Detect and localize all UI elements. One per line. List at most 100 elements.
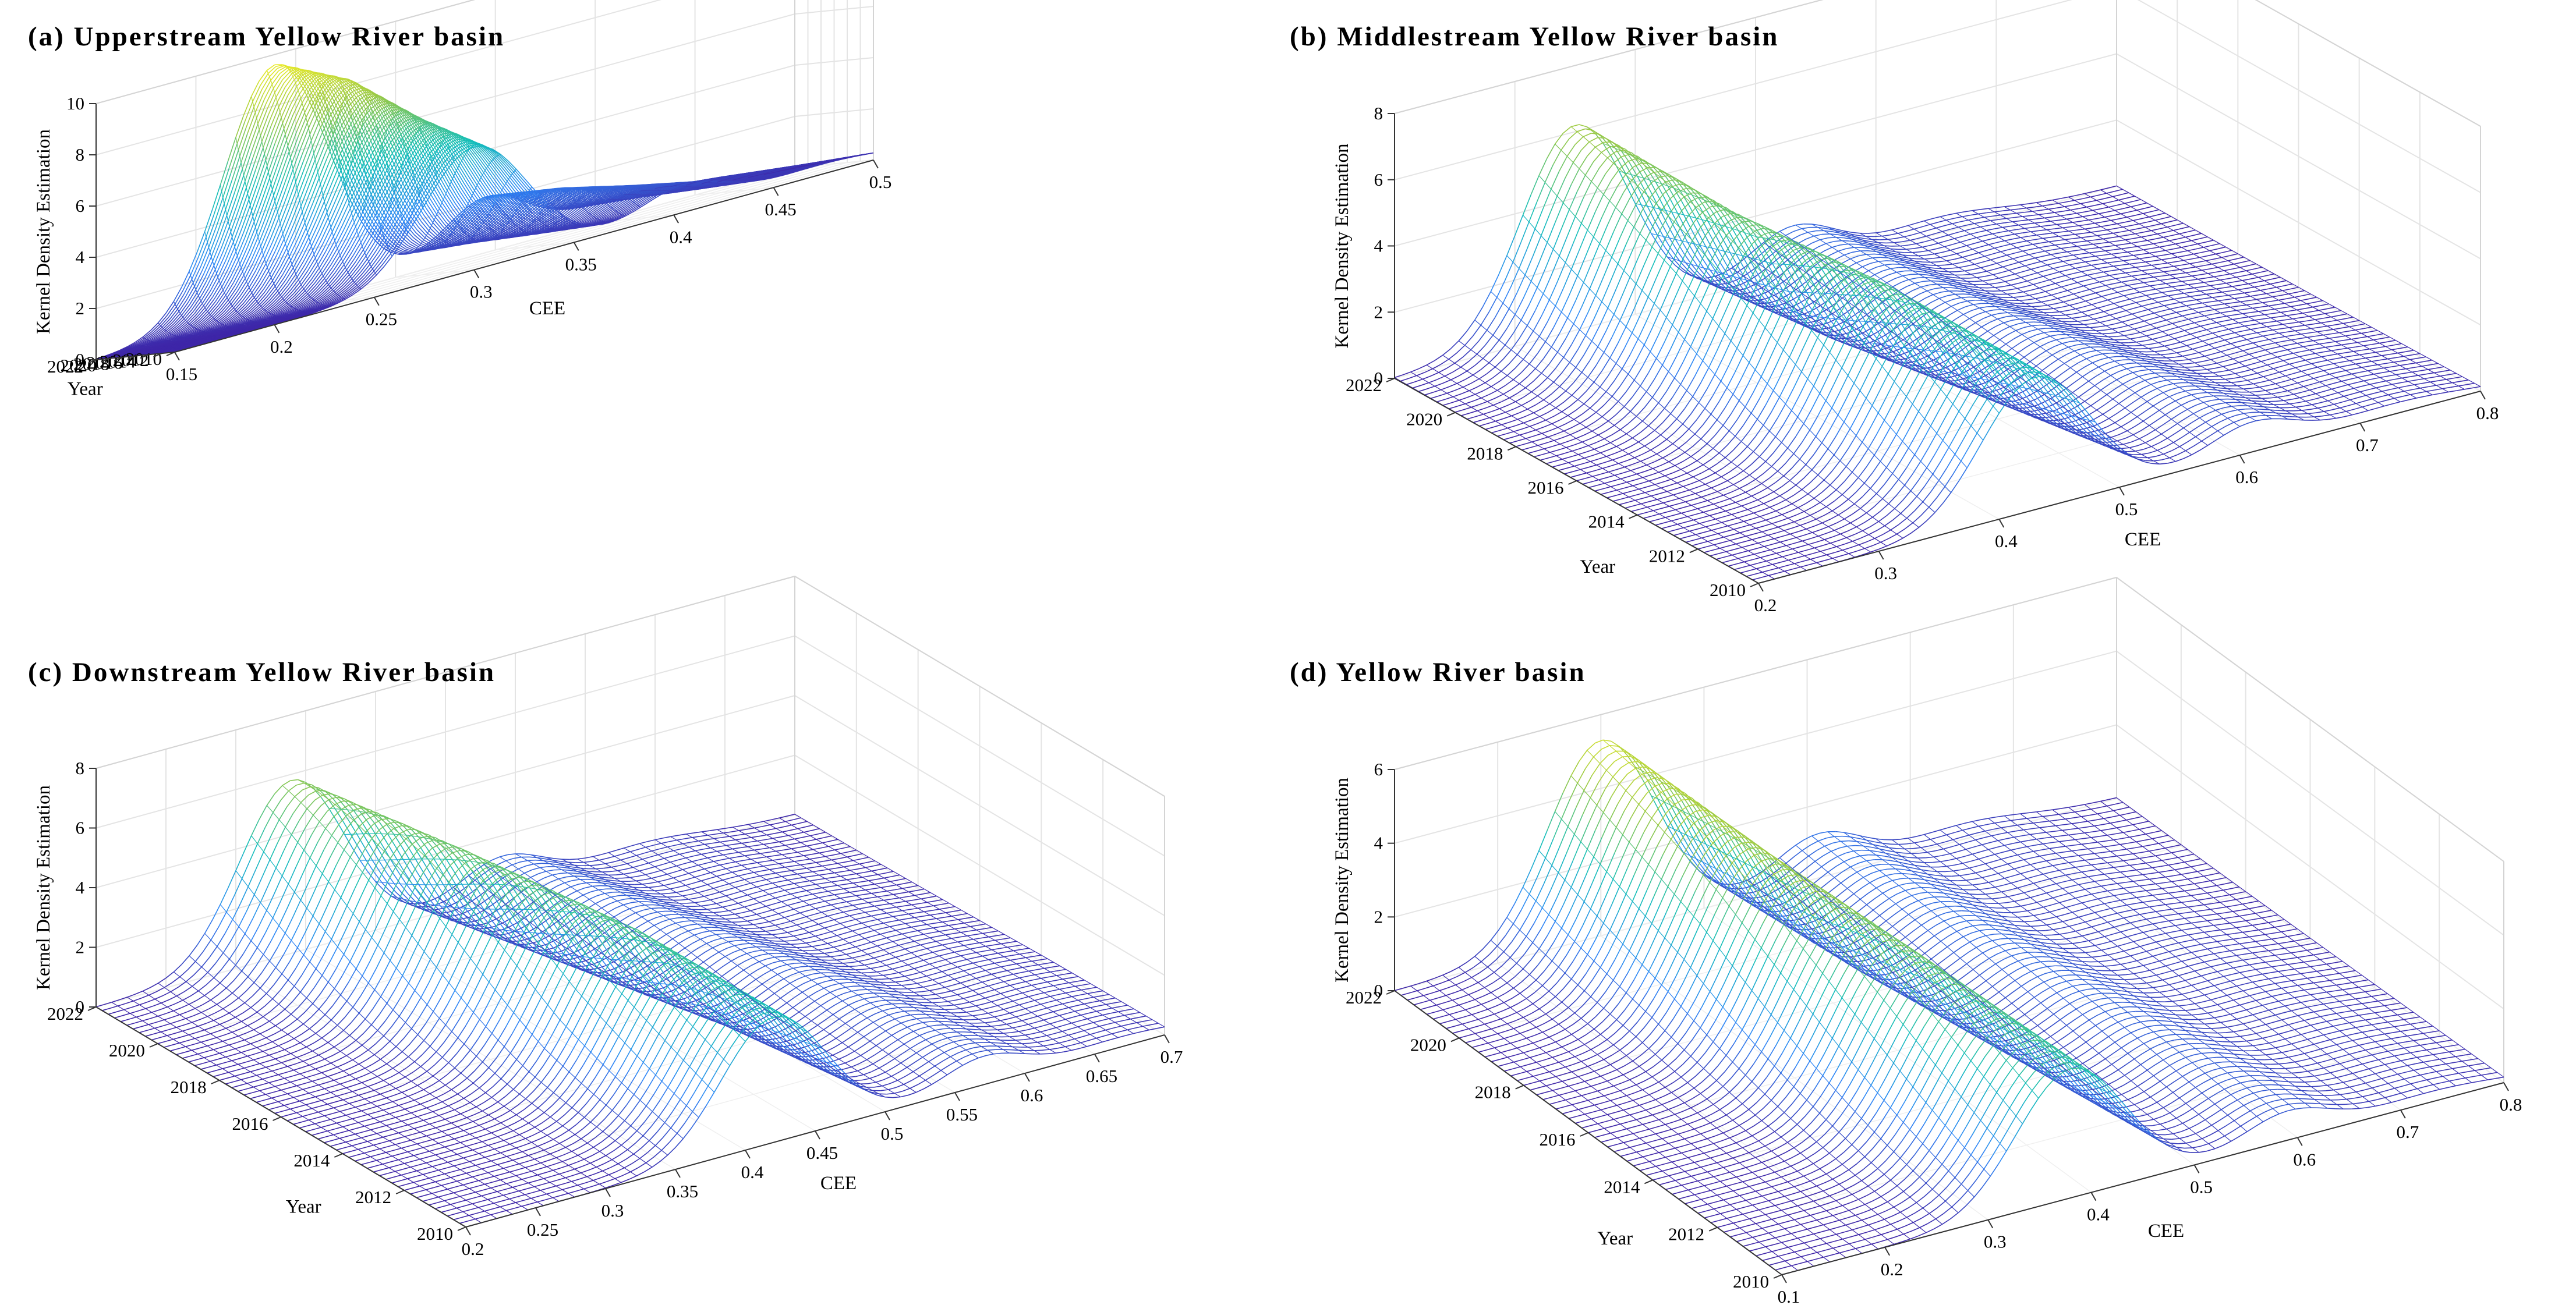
mesh-segment (291, 90, 298, 105)
mesh-segment (250, 183, 258, 205)
mesh-segment (228, 137, 236, 161)
mesh-segment (233, 162, 241, 186)
mesh-segment (279, 91, 286, 107)
mesh-segment (282, 105, 290, 123)
mesh-segment (227, 193, 235, 215)
mesh-segment (273, 112, 280, 132)
mesh-segment (218, 210, 225, 232)
mesh-segment (286, 80, 294, 91)
mesh-segment (235, 169, 242, 192)
mesh-segment (219, 215, 227, 237)
mesh-segment (270, 69, 277, 77)
mesh-segment (264, 132, 272, 154)
mesh-segment (240, 133, 247, 156)
mesh-segment (275, 80, 282, 93)
mesh-segment (246, 164, 254, 187)
mesh-segment (416, 233, 423, 240)
mesh-segment (250, 124, 258, 146)
mesh-segment (262, 120, 270, 141)
mesh-segment (258, 104, 266, 123)
mesh-segment (268, 150, 276, 172)
mesh-segment (236, 175, 243, 198)
mesh-segment (285, 77, 293, 87)
mesh-segment (276, 83, 284, 97)
mesh-segment (247, 171, 255, 194)
mesh-segment (249, 176, 257, 199)
mesh-segment (259, 166, 267, 189)
mesh-segment (229, 144, 237, 168)
mesh-segment (245, 102, 253, 122)
mesh-segment (284, 74, 291, 83)
figure: 0.150.20.250.30.350.40.450.5201020122014… (0, 0, 2576, 1305)
mesh-segment (272, 73, 279, 84)
mesh-segment (259, 70, 267, 81)
mesh-segment (220, 161, 228, 185)
mesh-segment (223, 173, 231, 197)
mesh-segment (264, 84, 272, 100)
mesh-segment (271, 71, 278, 80)
mesh-segment (241, 140, 249, 163)
mesh-segment (215, 197, 223, 221)
mesh-segment (261, 172, 268, 194)
mesh-segment (240, 193, 247, 216)
mesh-segment (214, 192, 221, 215)
mesh-segment (242, 146, 250, 169)
mesh-segment (274, 118, 281, 138)
mesh-segment (249, 118, 256, 140)
mesh-segment (409, 244, 417, 248)
mesh-segment (276, 129, 284, 150)
mesh-segment (228, 198, 236, 221)
mesh-segment (239, 127, 246, 150)
mesh-segment (415, 235, 422, 242)
mesh-segment (229, 204, 237, 226)
mesh-segment (266, 138, 273, 160)
mesh-segment (231, 150, 238, 174)
mesh-segment (213, 185, 220, 209)
mesh-segment (284, 110, 292, 129)
mesh-segment (257, 154, 264, 176)
mesh-segment (254, 90, 261, 107)
mesh-segment (246, 107, 254, 127)
mesh-segment (254, 200, 262, 222)
mesh-segment (280, 68, 288, 74)
mesh-segment (237, 122, 245, 144)
mesh-segment (252, 189, 259, 211)
mesh-segment (244, 211, 252, 232)
mesh-segment (288, 83, 295, 95)
panel-a: 0.150.20.250.30.350.40.450.5201020122014… (28, 0, 891, 399)
mesh-segment (412, 240, 420, 245)
mesh-segment (205, 209, 213, 232)
mesh-segment (206, 215, 214, 237)
mesh-segment (253, 136, 260, 158)
mesh-segment (277, 87, 285, 102)
mesh-segment (263, 80, 271, 94)
mesh-segment (231, 210, 238, 232)
mesh-segment (242, 205, 250, 227)
mesh-segment (237, 182, 245, 205)
mesh-segment (259, 109, 267, 130)
mesh-segment (252, 81, 259, 96)
mesh-segment (224, 180, 232, 204)
mesh-segment (413, 237, 421, 243)
density-surface (96, 65, 873, 359)
mesh-segment (275, 123, 282, 144)
mesh-segment (262, 178, 270, 200)
mesh-segment (267, 144, 275, 166)
mesh-segment (270, 102, 277, 120)
mesh-segment (239, 187, 246, 210)
mesh-segment (282, 72, 290, 80)
mesh-segment (247, 112, 255, 133)
mesh-segment (281, 69, 289, 76)
mesh-segment (262, 77, 270, 90)
mesh-segment (267, 65, 274, 70)
mesh-segment (260, 115, 268, 136)
mesh-segment (252, 130, 259, 152)
mesh-segment (256, 148, 263, 171)
mesh-segment (263, 126, 271, 148)
mesh-segment (241, 200, 249, 222)
mesh-segment (274, 76, 281, 88)
mesh-segment (245, 158, 253, 182)
mesh-segment (260, 73, 268, 85)
mesh-segment (236, 115, 243, 137)
mesh-segment (225, 186, 233, 210)
